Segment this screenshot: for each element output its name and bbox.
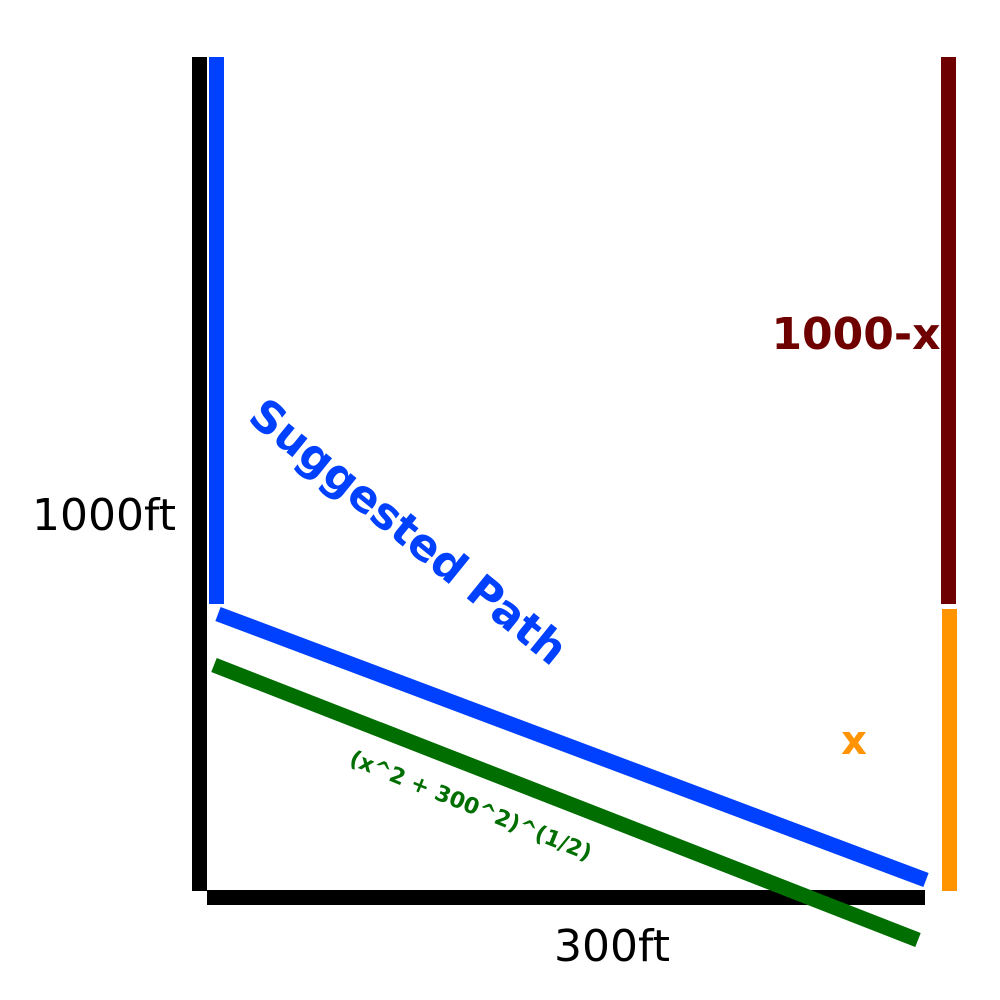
upper-segment-label: 1000-x [771, 309, 940, 360]
suggested-path-label: Suggested Path [239, 389, 576, 676]
suggested-path-vertical [209, 57, 224, 604]
lower-segment-label: x [841, 718, 867, 764]
height-label: 1000ft [32, 490, 176, 541]
lower-right-segment [942, 609, 957, 891]
upper-right-segment [941, 57, 956, 604]
suggested-path-diagonal [215, 606, 929, 888]
left-wall [192, 57, 207, 891]
alternate-path-diagonal [211, 658, 921, 947]
width-label: 300ft [554, 921, 670, 972]
bottom-edge [207, 890, 925, 905]
